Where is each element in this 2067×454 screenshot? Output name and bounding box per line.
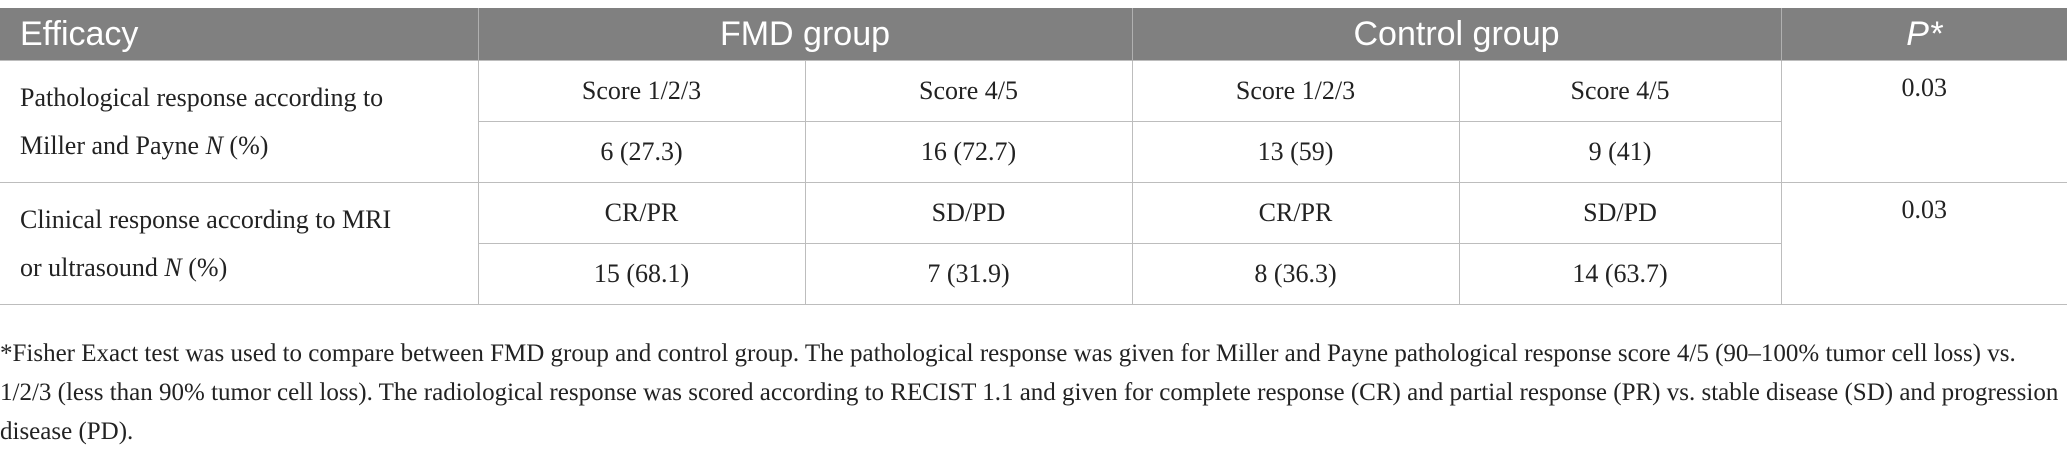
results-table-container: Efficacy FMD group Control group P* Path… [0,8,2067,305]
table-cell: 15 (68.1) [477,243,806,305]
table-cell: CR/PR [477,182,806,244]
header-efficacy: Efficacy [0,8,478,61]
table-cell: 8 (36.3) [1131,243,1460,305]
table-cell: Score 1/2/3 [477,60,806,122]
table-cell: 14 (63.7) [1458,243,1782,305]
table-cell: 6 (27.3) [477,121,806,183]
table-cell: 7 (31.9) [804,243,1133,305]
header-row: Efficacy FMD group Control group P* [0,8,2067,61]
table-cell: SD/PD [1458,182,1782,244]
p-value-cell: 0.03 [1780,182,2067,305]
table-cell: Score 4/5 [1458,60,1782,122]
table-footnote: *Fisher Exact test was used to compare b… [0,340,2059,445]
table-cell: 16 (72.7) [804,121,1133,183]
table-row: Pathological response according to Mille… [0,60,2067,183]
table-cell: 9 (41) [1458,121,1782,183]
table-cell: Score 1/2/3 [1131,60,1460,122]
table-cell: CR/PR [1131,182,1460,244]
table-row: Clinical response according to MRI or ul… [0,182,2067,305]
header-control-group: Control group [1131,8,1782,61]
row-label-pathological: Pathological response according to Mille… [0,60,479,183]
table-cell: Score 4/5 [804,60,1133,122]
row-label-clinical: Clinical response according to MRI or ul… [0,182,479,305]
table-row: 15 (68.1) 7 (31.9) 8 (36.3) 14 (63.7) [0,243,2067,305]
efficacy-table: Efficacy FMD group Control group P* Path… [0,8,2067,305]
p-value-cell: 0.03 [1780,60,2067,183]
header-p-value: P* [1780,8,2067,61]
table-cell: SD/PD [804,182,1133,244]
table-cell: 13 (59) [1131,121,1460,183]
header-fmd-group: FMD group [477,8,1132,61]
